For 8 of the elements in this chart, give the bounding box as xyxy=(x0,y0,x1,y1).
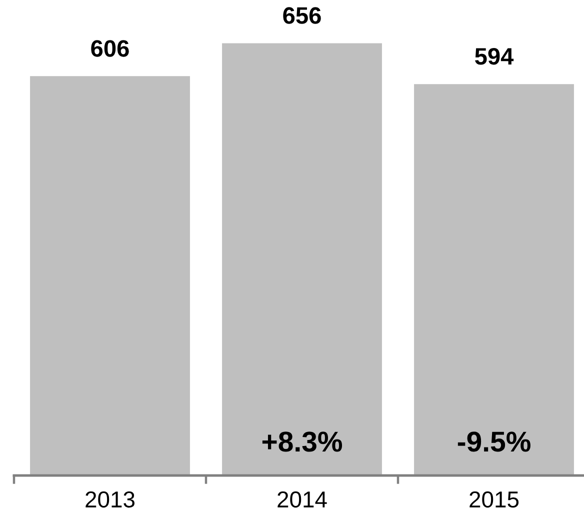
data-label: 606 xyxy=(91,40,129,57)
x-tick-label: 2014 xyxy=(278,491,327,508)
data-label: 656 xyxy=(283,7,321,24)
annotation: -9.5% xyxy=(458,432,530,452)
x-tick-label: 2015 xyxy=(470,491,519,508)
x-tick-label: 2013 xyxy=(86,491,134,508)
data-label: 594 xyxy=(475,48,514,65)
annotation: +8.3% xyxy=(262,432,342,452)
